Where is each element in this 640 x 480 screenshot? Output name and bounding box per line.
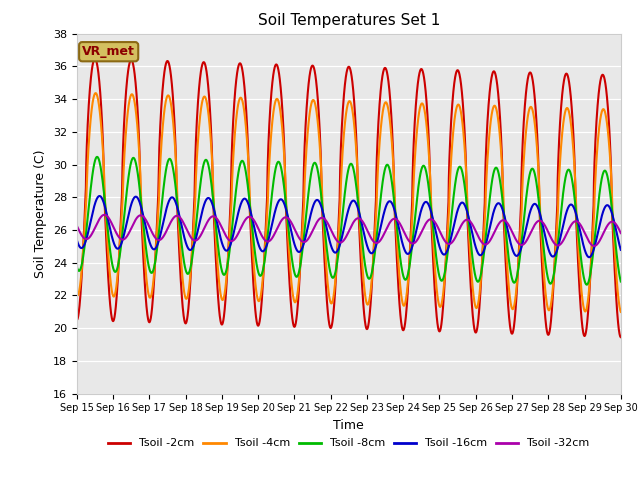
Tsoil -2cm (168, 76, 175, 82)
Tsoil -2cm (305, 76, 313, 82)
Tsoil -32cm (135, 213, 143, 219)
Line: Tsoil -32cm: Tsoil -32cm (77, 215, 621, 246)
Tsoil -8cm (617, 278, 625, 284)
Line: Tsoil -4cm: Tsoil -4cm (77, 93, 621, 312)
Tsoil -4cm (92, 90, 99, 96)
Tsoil -8cm (583, 282, 591, 288)
Tsoil -4cm (168, 103, 175, 109)
Tsoil -32cm (590, 243, 598, 249)
Tsoil -8cm (135, 180, 143, 186)
Line: Tsoil -8cm: Tsoil -8cm (77, 157, 621, 285)
Tsoil -2cm (607, 146, 614, 152)
Tsoil -32cm (100, 212, 108, 217)
Tsoil -4cm (73, 292, 81, 298)
Tsoil -32cm (282, 215, 289, 220)
Tsoil -8cm (282, 197, 289, 203)
Tsoil -4cm (617, 309, 625, 315)
Tsoil -8cm (73, 264, 81, 270)
Tsoil -4cm (135, 146, 143, 152)
Tsoil -2cm (73, 317, 81, 323)
Tsoil -16cm (586, 254, 593, 260)
Tsoil -16cm (135, 198, 143, 204)
Tsoil -16cm (168, 195, 175, 201)
Tsoil -32cm (617, 230, 625, 236)
Y-axis label: Soil Temperature (C): Soil Temperature (C) (35, 149, 47, 278)
Title: Soil Temperatures Set 1: Soil Temperatures Set 1 (258, 13, 440, 28)
Tsoil -16cm (95, 193, 103, 199)
Tsoil -16cm (548, 253, 556, 259)
Tsoil -16cm (282, 204, 289, 210)
Tsoil -4cm (548, 297, 556, 302)
Tsoil -2cm (91, 56, 99, 61)
Tsoil -32cm (168, 218, 175, 224)
Line: Tsoil -2cm: Tsoil -2cm (77, 59, 621, 337)
Tsoil -32cm (73, 223, 81, 228)
Tsoil -4cm (282, 181, 289, 187)
Tsoil -32cm (548, 236, 556, 242)
Tsoil -16cm (305, 218, 313, 224)
Line: Tsoil -16cm: Tsoil -16cm (77, 196, 621, 257)
Tsoil -2cm (282, 198, 289, 204)
Tsoil -8cm (607, 193, 614, 199)
Tsoil -4cm (305, 115, 313, 120)
Tsoil -16cm (607, 206, 614, 212)
Tsoil -32cm (607, 219, 614, 225)
Tsoil -8cm (305, 184, 313, 190)
Tsoil -8cm (548, 279, 556, 285)
Tsoil -8cm (93, 154, 101, 160)
X-axis label: Time: Time (333, 419, 364, 432)
Tsoil -2cm (135, 136, 143, 142)
Text: VR_met: VR_met (82, 45, 135, 58)
Tsoil -2cm (617, 334, 625, 340)
Legend: Tsoil -2cm, Tsoil -4cm, Tsoil -8cm, Tsoil -16cm, Tsoil -32cm: Tsoil -2cm, Tsoil -4cm, Tsoil -8cm, Tsoi… (104, 434, 594, 453)
Tsoil -4cm (607, 158, 614, 164)
Tsoil -16cm (73, 237, 81, 243)
Tsoil -8cm (168, 158, 175, 164)
Tsoil -2cm (548, 310, 556, 315)
Tsoil -16cm (617, 247, 625, 253)
Tsoil -32cm (305, 235, 313, 240)
